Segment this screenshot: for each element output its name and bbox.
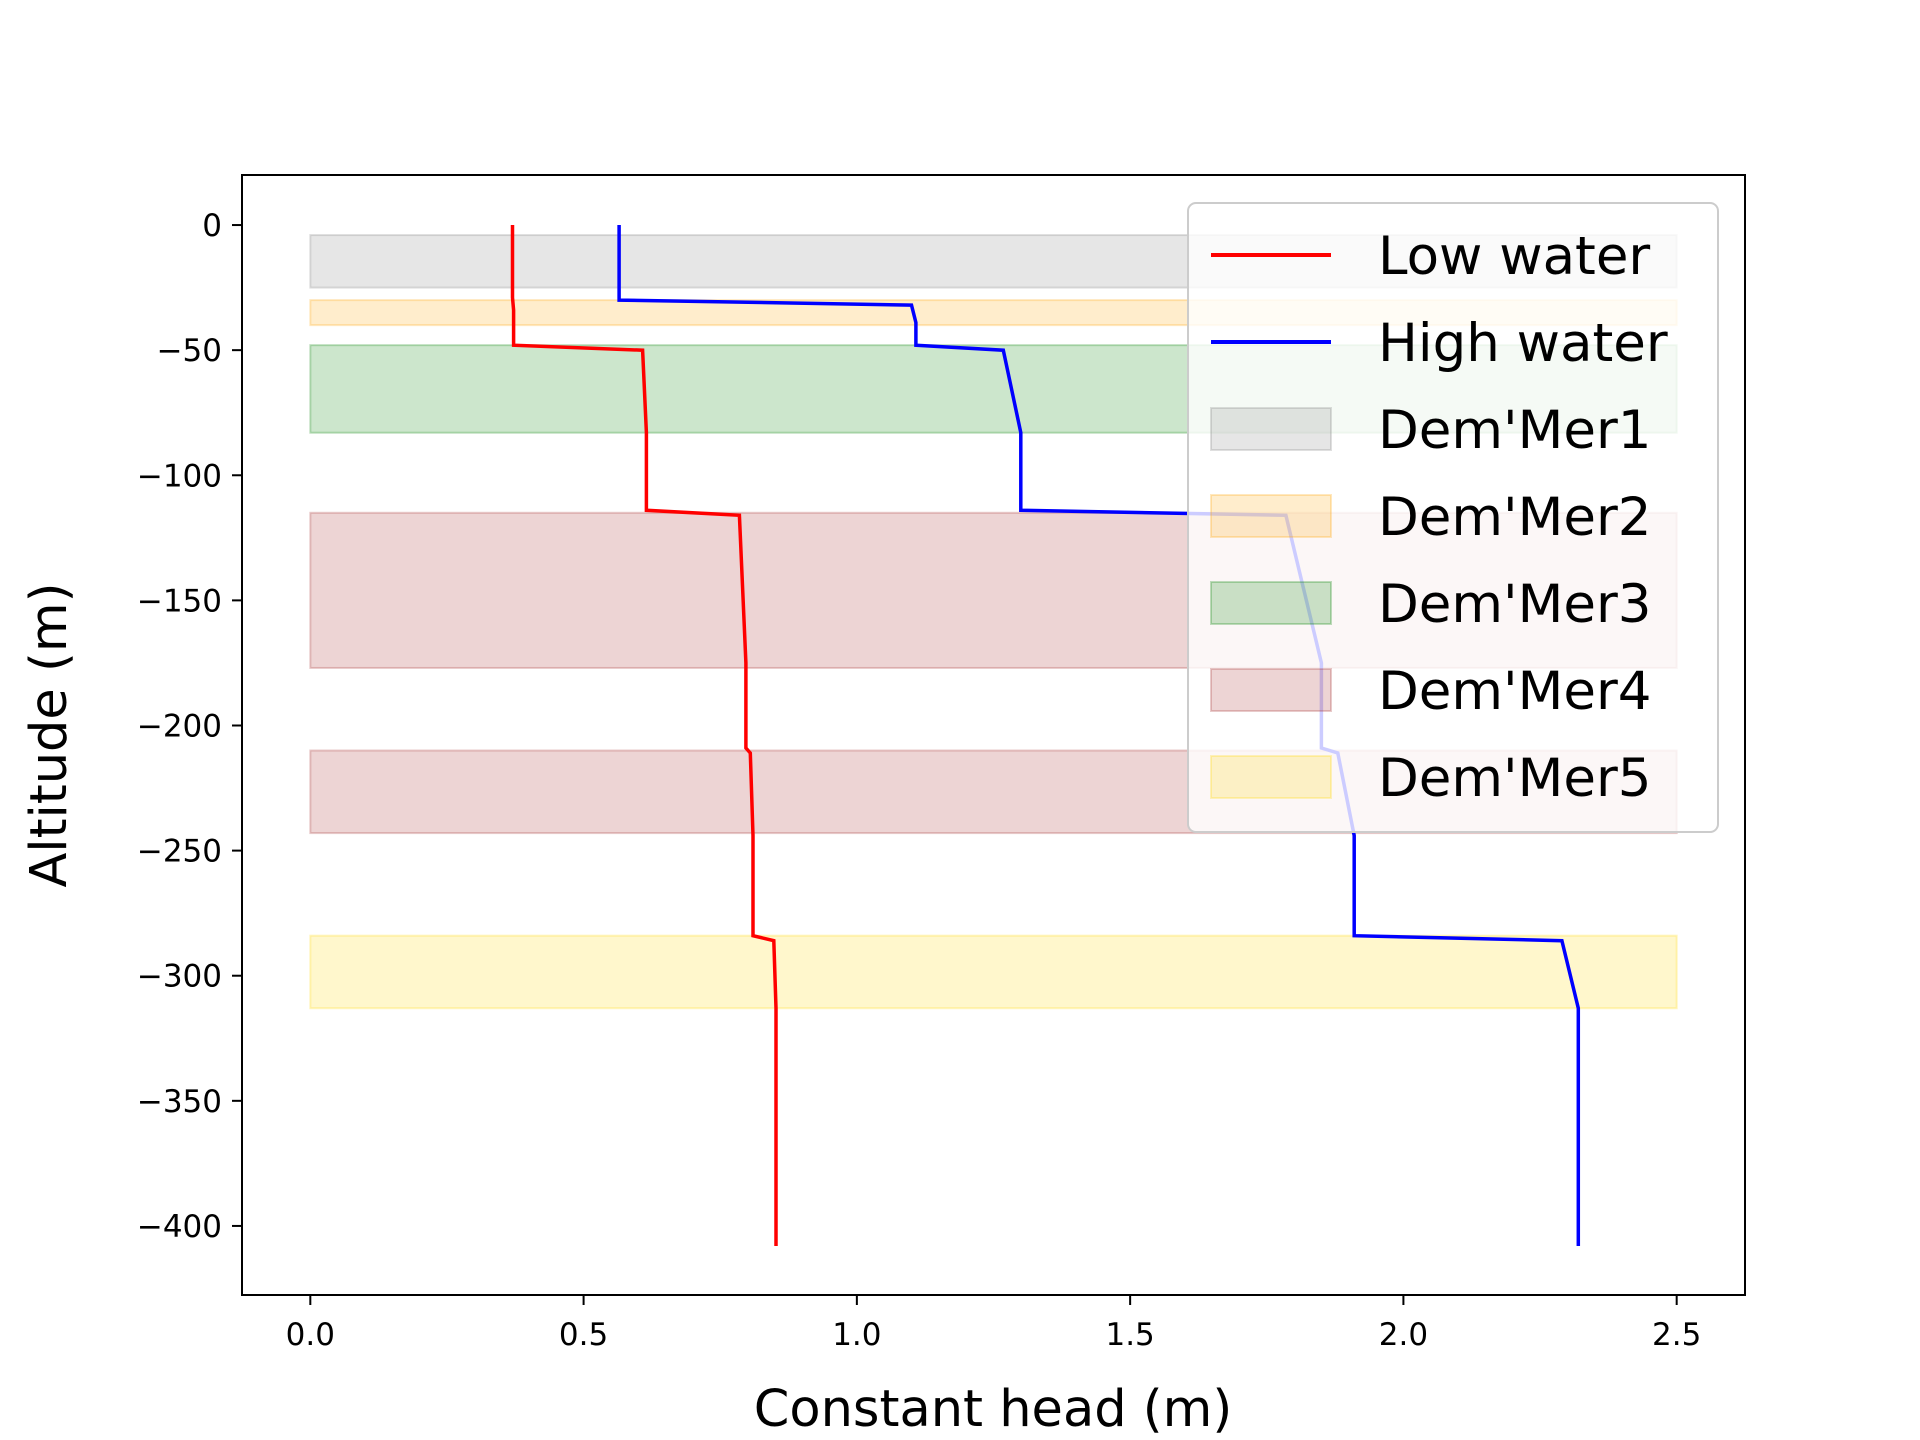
y-axis-label: Altitude (m)	[20, 583, 79, 888]
x-tick-label: 1.5	[1105, 1317, 1154, 1353]
x-tick-label: 2.0	[1379, 1317, 1428, 1353]
legend-swatch-dem-mer2	[1210, 494, 1332, 538]
y-tick-label: −100	[137, 458, 222, 494]
y-tick-label: −150	[137, 583, 222, 619]
legend-label-dem-mer2: Dem'Mer2	[1378, 487, 1651, 548]
y-tick-label: −350	[137, 1084, 222, 1120]
legend-label-low-water: Low water	[1378, 226, 1650, 287]
y-tick-label: −50	[157, 333, 222, 369]
legend: Low water High water Dem'Mer1 Dem'Mer2 Dem'M…	[1187, 202, 1719, 833]
y-tick-label: −250	[137, 834, 222, 870]
x-tick-label: 2.5	[1652, 1317, 1701, 1353]
legend-swatch-dem-mer5	[1210, 755, 1332, 799]
plot-frame	[241, 174, 1746, 1296]
x-axis: 0.0 0.5 1.0 1.5 2.0 2.5	[286, 1295, 1701, 1353]
y-tick-label: −400	[137, 1209, 222, 1245]
x-tick-label: 0.0	[286, 1317, 335, 1353]
x-tick-label: 1.0	[832, 1317, 881, 1353]
legend-swatch-dem-mer3	[1210, 581, 1332, 625]
legend-swatch-dem-mer4	[1210, 668, 1332, 712]
y-tick-label: 0	[202, 208, 222, 244]
legend-label-high-water: High water	[1378, 313, 1668, 374]
legend-label-dem-mer4: Dem'Mer4	[1378, 661, 1651, 722]
x-axis-label: Constant head (m)	[754, 1380, 1233, 1439]
y-tick-label: −200	[137, 708, 222, 744]
legend-swatch-dem-mer1	[1210, 407, 1332, 451]
y-axis: 0 −50 −100 −150 −200 −250 −300 −350 −400	[137, 208, 242, 1245]
legend-label-dem-mer5: Dem'Mer5	[1378, 748, 1651, 809]
legend-label-dem-mer1: Dem'Mer1	[1378, 400, 1651, 461]
legend-label-dem-mer3: Dem'Mer3	[1378, 574, 1651, 635]
x-tick-label: 0.5	[559, 1317, 608, 1353]
series-line-low-water	[510, 225, 778, 1246]
band-dem-mer5-5	[309, 934, 1678, 1010]
y-tick-label: −300	[137, 959, 222, 995]
legend-box	[1187, 202, 1719, 833]
